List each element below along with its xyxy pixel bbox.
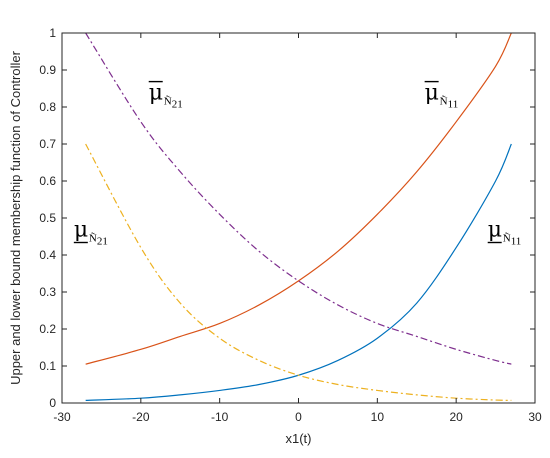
mu-subscript-index: 11 bbox=[448, 99, 459, 111]
mu-subscript-letter: Ñ bbox=[89, 233, 97, 245]
y-tick-label: 0.2 bbox=[39, 322, 56, 336]
mu-annotation-1: μ Ñ 11 bbox=[424, 81, 459, 111]
mu-subscript-index: 11 bbox=[511, 236, 522, 248]
y-tick-label: 0 bbox=[49, 396, 56, 410]
y-tick-label: 0.4 bbox=[39, 248, 56, 262]
tick-layer: -30 -20 -10 0 10 20 30 0 0.1 0.2 0.3 0.4 0.5 0.6 0.7 0.… bbox=[39, 26, 542, 424]
x-tick-label: 10 bbox=[371, 410, 385, 424]
y-tick-label: 0.3 bbox=[39, 285, 56, 299]
y-tick-label: 0.5 bbox=[39, 211, 56, 225]
plot-area bbox=[62, 33, 535, 403]
mu-symbol: μ bbox=[149, 81, 163, 106]
y-tick-label: 1 bbox=[49, 26, 56, 40]
mu-subscript-letter: Ñ bbox=[503, 233, 511, 245]
x-tick-label: 0 bbox=[295, 410, 302, 424]
x-tick-label: -20 bbox=[132, 410, 150, 424]
x-axis-label: x1(t) bbox=[286, 431, 312, 446]
y-tick-label: 0.6 bbox=[39, 174, 56, 188]
mu-subscript-index: 21 bbox=[172, 99, 183, 111]
y-axis-label: Upper and lower bound membership functio… bbox=[8, 50, 23, 385]
mu-subscript-letter: Ñ bbox=[164, 96, 172, 108]
mu-symbol: μ bbox=[425, 81, 439, 106]
annotation-layer: μ Ñ 21 μ Ñ 11μ Ñ 21 μ Ñ 11 bbox=[73, 81, 522, 248]
series-line-3 bbox=[85, 32, 512, 365]
series-line-1 bbox=[85, 32, 512, 365]
mu-annotation-2: μ Ñ 21 bbox=[73, 218, 108, 248]
series-line-0 bbox=[85, 143, 512, 402]
x-tick-label: 30 bbox=[528, 410, 542, 424]
y-tick-label: 0.1 bbox=[39, 359, 56, 373]
x-tick-label: 20 bbox=[449, 410, 463, 424]
mu-annotation-0: μ Ñ 21 bbox=[148, 81, 183, 111]
y-tick-label: 0.9 bbox=[39, 63, 56, 77]
mu-annotation-3: μ Ñ 11 bbox=[487, 218, 522, 248]
x-tick-label: -30 bbox=[53, 410, 71, 424]
x-tick-label: -10 bbox=[211, 410, 229, 424]
y-tick-label: 0.8 bbox=[39, 100, 56, 114]
mu-subscript-letter: Ñ bbox=[440, 96, 448, 108]
mu-subscript-index: 21 bbox=[97, 236, 108, 248]
mu-symbol: μ bbox=[74, 218, 88, 243]
y-tick-label: 0.7 bbox=[39, 137, 56, 151]
mu-symbol: μ bbox=[488, 218, 502, 243]
